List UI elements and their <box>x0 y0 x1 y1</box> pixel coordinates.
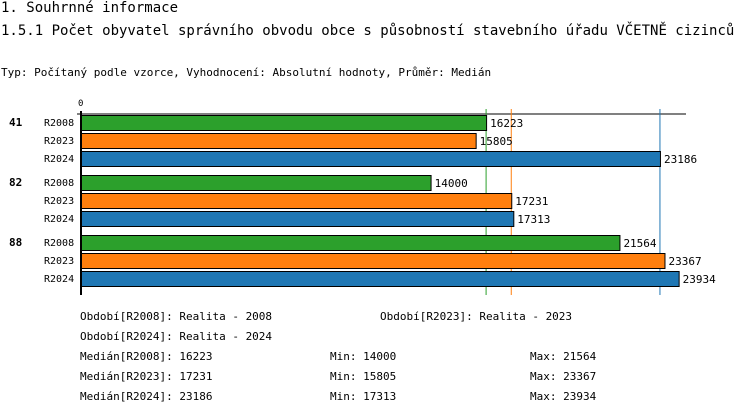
bar-r2008 <box>81 235 621 251</box>
min-stat: Min: 15805 <box>330 370 397 383</box>
data-label: 23367 <box>668 255 701 268</box>
data-label: 23934 <box>683 273 716 286</box>
max-stat: Max: 23934 <box>530 390 597 403</box>
series-label: R2008 <box>44 118 74 129</box>
bar-r2023 <box>81 253 666 269</box>
legend-r2023: Období[R2023]: Realita - 2023 <box>380 310 573 323</box>
chart-subtitle: Typ: Počítaný podle vzorce, Vyhodnocení:… <box>1 66 492 79</box>
median-stat: Medián[R2023]: 17231 <box>80 370 213 383</box>
section-title: 1. Souhrnné informace <box>1 0 179 16</box>
series-label: R2008 <box>44 178 74 189</box>
data-label: 17313 <box>517 213 550 226</box>
group-label: 82 <box>9 176 22 189</box>
legend-r2024: Období[R2024]: Realita - 2024 <box>80 330 273 343</box>
legend-r2008: Období[R2008]: Realita - 2008 <box>80 310 273 323</box>
series-label: R2024 <box>44 154 74 165</box>
bar-r2008 <box>81 175 432 191</box>
series-label: R2023 <box>44 196 74 207</box>
data-label: 16223 <box>490 117 523 130</box>
group-label: 88 <box>9 236 22 249</box>
series-label: R2023 <box>44 136 74 147</box>
min-stat: Min: 14000 <box>330 350 397 363</box>
x-tick-0: 0 <box>78 99 83 109</box>
data-label: 17231 <box>515 195 548 208</box>
chart-title: 1.5.1 Počet obyvatel správního obvodu ob… <box>1 23 735 39</box>
data-label: 21564 <box>623 237 656 250</box>
series-label: R2024 <box>44 274 74 285</box>
max-stat: Max: 21564 <box>530 350 597 363</box>
bar-r2023 <box>81 193 513 209</box>
series-label: R2023 <box>44 256 74 267</box>
bar-r2008 <box>81 115 488 131</box>
median-stat: Medián[R2024]: 23186 <box>80 390 213 403</box>
series-label: R2024 <box>44 214 74 225</box>
bar-r2024 <box>81 151 661 167</box>
min-stat: Min: 17313 <box>330 390 397 403</box>
data-label: 15805 <box>480 135 513 148</box>
max-stat: Max: 23367 <box>530 370 597 383</box>
group-label: 41 <box>9 116 23 129</box>
bar-r2024 <box>81 271 680 287</box>
median-stat: Medián[R2008]: 16223 <box>80 350 213 363</box>
bar-r2023 <box>81 133 477 149</box>
data-label: 23186 <box>664 153 697 166</box>
bar-r2024 <box>81 211 515 227</box>
data-label: 14000 <box>435 177 468 190</box>
series-label: R2008 <box>44 238 74 249</box>
